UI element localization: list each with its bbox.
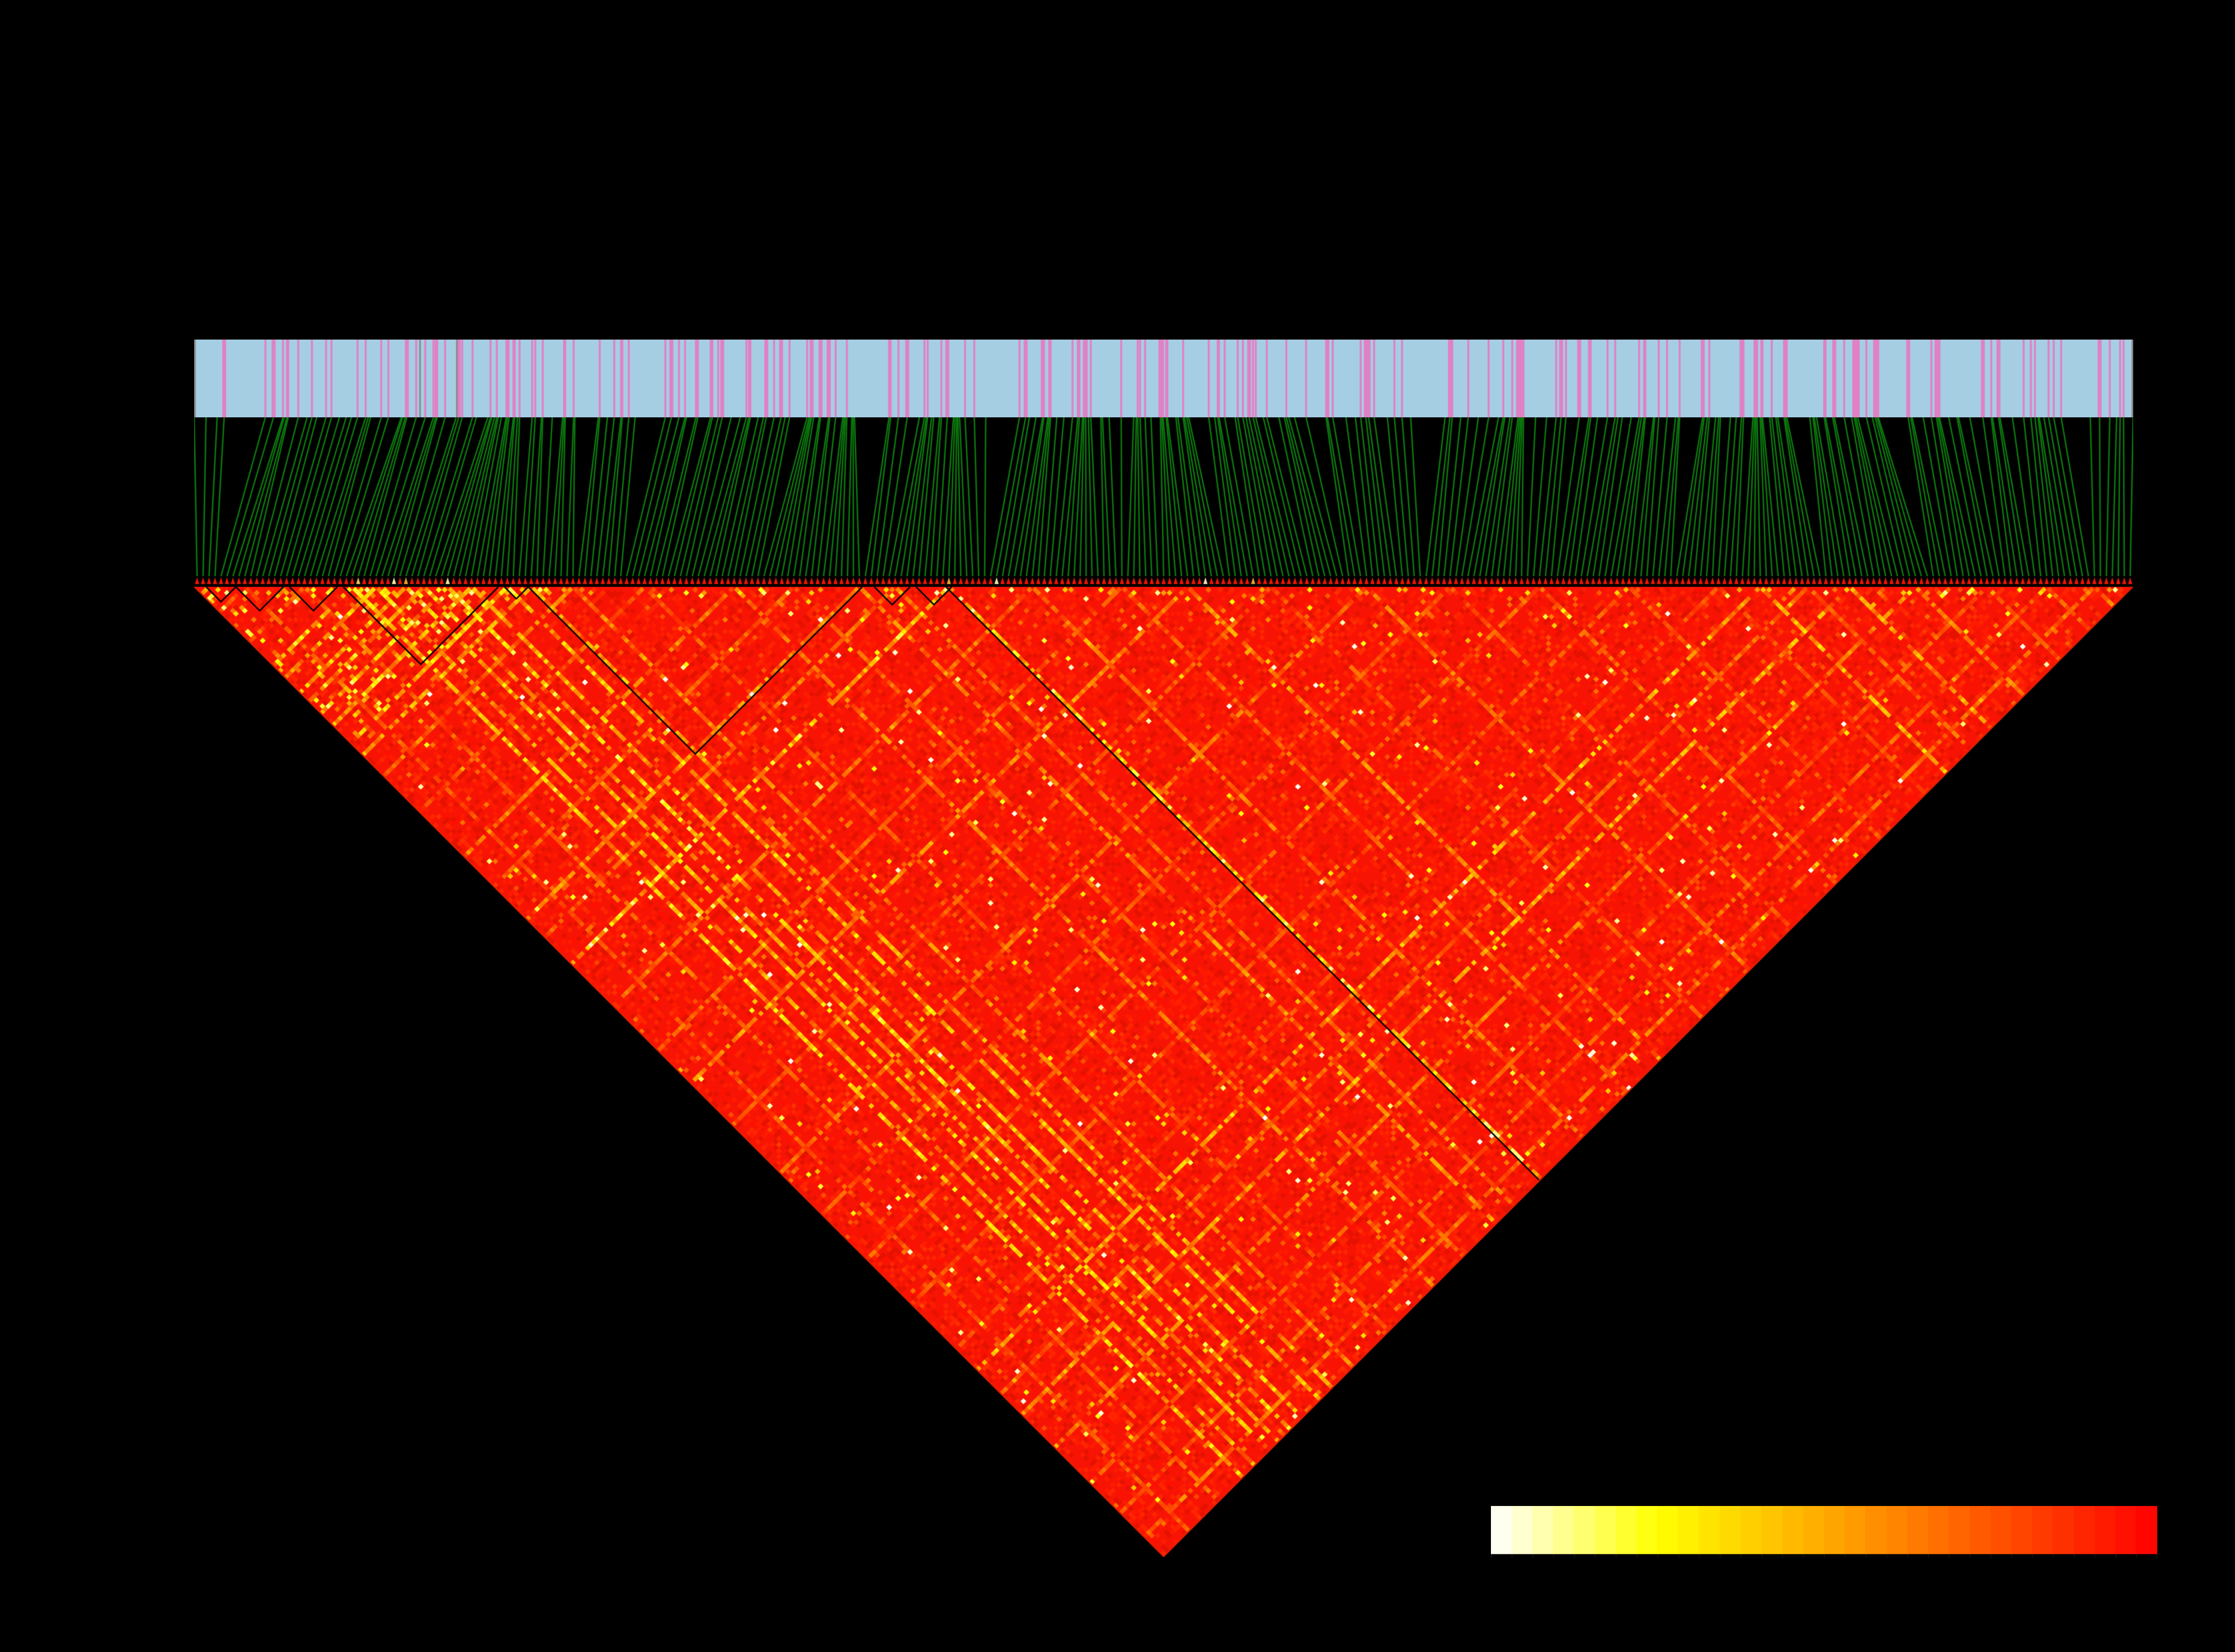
color-scale-legend	[1491, 1506, 2157, 1559]
snp-mapping-fan	[194, 417, 2133, 576]
physical-map-bar	[194, 340, 2133, 417]
ld-triangle-heatmap	[194, 576, 2133, 1559]
